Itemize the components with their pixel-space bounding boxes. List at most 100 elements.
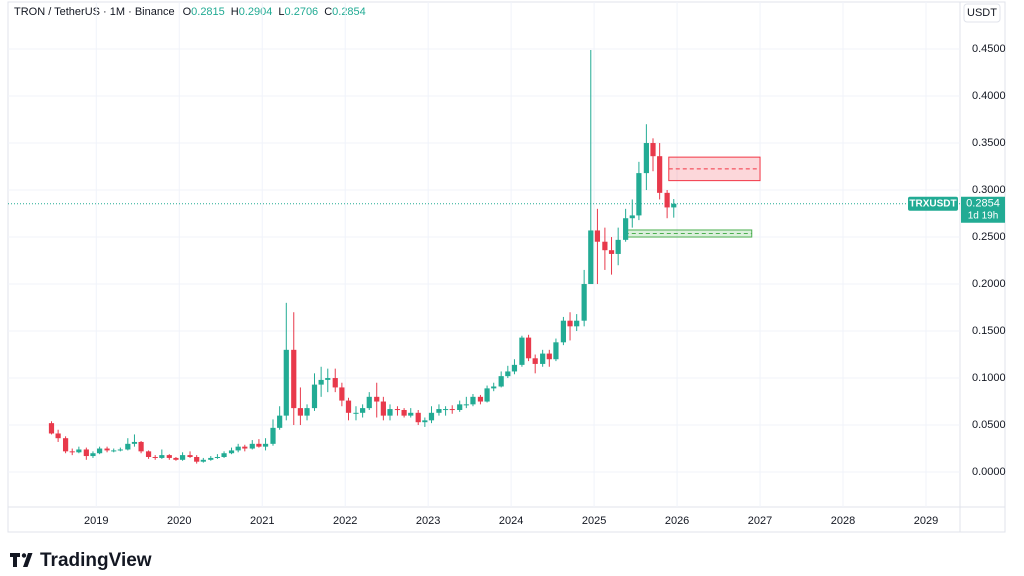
candle-body	[366, 396, 372, 409]
candle-body	[179, 455, 186, 460]
candle-body	[291, 349, 297, 409]
y-tick-label: 0.3500	[972, 137, 1006, 149]
countdown-label: 1d 19h	[968, 210, 999, 221]
candle-body	[519, 337, 525, 365]
candle-body	[138, 441, 144, 452]
candle-body	[457, 404, 463, 410]
candle-body	[256, 443, 262, 447]
grid	[8, 2, 960, 507]
x-tick-label: 2028	[831, 515, 855, 527]
candle-body	[111, 450, 117, 452]
candle-body	[602, 241, 608, 251]
candle-body	[318, 379, 324, 385]
candle-body	[428, 412, 435, 421]
candle-body	[505, 371, 511, 377]
candle-body	[221, 453, 227, 457]
candle-body	[608, 250, 615, 254]
x-tick-label: 2025	[582, 515, 606, 527]
candle-body	[304, 408, 310, 416]
price-label: 0.2854	[966, 198, 1000, 210]
y-tick-label: 0.2000	[972, 278, 1006, 290]
candle-body	[228, 450, 235, 454]
candle-body	[401, 409, 407, 416]
candle-body	[436, 409, 442, 413]
ohlc-key: C	[324, 6, 332, 18]
ohlc-value: 0.2904	[239, 6, 273, 18]
candle-body	[76, 449, 82, 453]
panel-frame	[7, 1, 1006, 533]
candle-body	[242, 446, 248, 449]
candle-body	[636, 173, 642, 216]
candle-body	[671, 203, 677, 208]
candle-body	[90, 453, 96, 457]
candle-body	[104, 448, 110, 451]
candle-body	[525, 337, 532, 359]
x-tick-label: 2026	[665, 515, 689, 527]
candle-body	[145, 451, 152, 457]
x-tick-label: 2022	[333, 515, 357, 527]
price-tag	[961, 196, 1005, 223]
candle-body	[283, 349, 289, 416]
x-tick-label: 2029	[914, 515, 938, 527]
candle-body	[664, 192, 670, 208]
candle-body	[55, 433, 61, 439]
candle-body	[623, 218, 629, 240]
candle-body	[360, 408, 366, 413]
candle-body	[532, 358, 538, 364]
candle-body	[442, 409, 449, 411]
candle-body	[422, 420, 428, 423]
candle-body	[214, 456, 221, 458]
candle-body	[262, 443, 269, 447]
candle-body	[511, 364, 518, 372]
candle-body	[200, 459, 206, 462]
candle-body	[588, 230, 594, 285]
ohlc-value: 0.2815	[191, 6, 225, 18]
ticker-label: TRXUSDT	[909, 198, 956, 209]
candle-body	[277, 415, 283, 428]
candle-body	[69, 451, 75, 453]
candle-body	[581, 284, 587, 321]
candle-body	[477, 396, 484, 402]
candle-body	[387, 409, 393, 416]
candle-body	[374, 396, 380, 402]
y-tick-label: 0.4500	[972, 43, 1006, 55]
candle-body	[650, 143, 656, 157]
y-tick-label: 0.1000	[972, 372, 1006, 384]
candle-body	[166, 455, 172, 458]
candle-body	[408, 412, 414, 416]
candle-body	[125, 443, 131, 450]
currency-box[interactable]	[963, 3, 1001, 23]
candle-body	[159, 455, 165, 458]
ohlc-key: L	[278, 6, 284, 18]
candle-body	[491, 386, 497, 389]
candle-body	[48, 423, 55, 434]
x-tick-label: 2024	[499, 515, 523, 527]
candle-body	[574, 320, 580, 327]
candle-body	[152, 456, 158, 458]
candle-body	[463, 404, 469, 406]
x-tick-label: 2019	[84, 515, 108, 527]
ohlc-value: 0.2854	[332, 6, 366, 18]
brand-logo	[10, 553, 33, 567]
y-tick-label: 0.2500	[972, 231, 1006, 243]
candle-body	[325, 378, 331, 380]
candle-body	[415, 412, 421, 423]
candle-body	[353, 412, 359, 414]
candle-body	[187, 455, 193, 457]
y-tick-label: 0.4000	[972, 90, 1006, 102]
candle-body	[594, 230, 601, 242]
y-tick-label: 0.0000	[972, 466, 1006, 478]
brand-name: TradingView	[40, 550, 152, 571]
x-tick-label: 2020	[167, 515, 191, 527]
x-tick-label: 2023	[416, 515, 440, 527]
candle-body	[208, 457, 214, 460]
ohlc-key: O	[183, 6, 192, 18]
y-tick-label: 0.0500	[972, 419, 1006, 431]
candle-body	[540, 353, 546, 364]
candle-body	[553, 342, 559, 360]
candle-body	[270, 427, 276, 444]
candle-body	[97, 448, 103, 454]
candle-body	[345, 400, 352, 413]
candle-body	[297, 408, 303, 416]
